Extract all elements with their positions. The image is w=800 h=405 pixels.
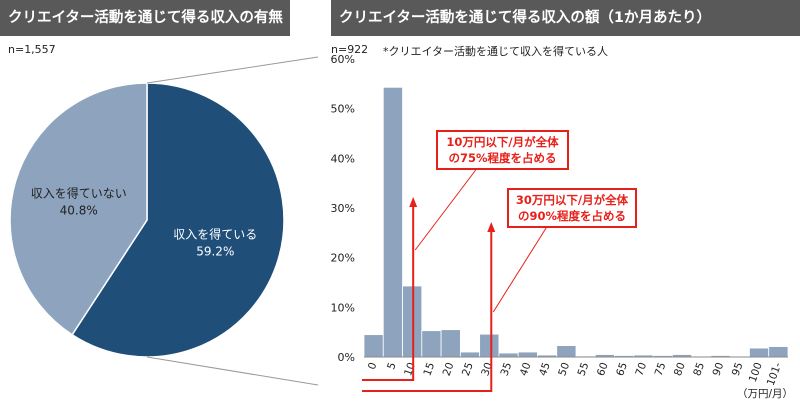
pie-value-1: 40.8% [60, 204, 98, 218]
bar-20 [749, 347, 770, 358]
bar-21 [768, 346, 789, 358]
y-tick-label: 10% [331, 301, 355, 314]
pie-label-0: 収入を得ている [173, 226, 257, 241]
x-tick-label: 0 [366, 361, 380, 371]
x-tick-label: 80 [672, 361, 688, 378]
x-tick-label: 25 [460, 361, 476, 378]
x-tick-label: 50 [556, 361, 572, 378]
x-tick-label: 20 [441, 361, 457, 378]
annotation-90-line1: 30万円以下/月が全体 [515, 193, 629, 207]
arrow-10-head [409, 197, 418, 207]
annotation-75-line2: の75%程度を占める [448, 151, 557, 165]
annotation-75-line1: 10万円以下/月が全体 [446, 135, 559, 149]
x-tick-label: 100 [747, 361, 765, 384]
y-tick-label: 20% [331, 252, 355, 265]
pie-slice-0 [71, 82, 285, 358]
arrow-10-bracket [362, 197, 418, 381]
pie-sample-size: n=1,557 [8, 43, 56, 56]
bar-4 [440, 329, 461, 358]
x-tick-label: 70 [633, 361, 649, 378]
pie-slice-1 [9, 82, 148, 336]
x-tick-label: 5 [385, 361, 399, 371]
zoom-connector-bottom [146, 356, 319, 386]
x-tick-label: 40 [518, 361, 534, 378]
x-tick-label: 15 [421, 361, 437, 378]
arrow-30-bracket [362, 222, 496, 392]
arrow-10-line [362, 204, 415, 381]
annotation-90-line2: の90%程度を占める [517, 209, 627, 223]
arrow-30-head [487, 222, 496, 232]
y-tick-label: 0% [338, 351, 355, 364]
x-tick-label: 10 [402, 361, 418, 378]
bar-note: *クリエイター活動を通じて収入を得ている人 [383, 45, 609, 58]
x-tick-label: 30 [479, 361, 495, 378]
arrow-30-line [362, 229, 493, 392]
annotation-75-percent: 10万円以下/月が全体 の75%程度を占める [436, 130, 569, 170]
x-tick-label: 101- [765, 361, 784, 388]
y-tick-label: 60% [331, 53, 355, 66]
bar-sample-size: n=922 [331, 43, 369, 56]
bar-7 [498, 352, 519, 358]
y-tick-label: 50% [331, 103, 355, 116]
x-tick-label: 65 [614, 361, 630, 378]
callout-leader-30 [492, 224, 549, 313]
x-tick-label: 90 [711, 361, 727, 378]
bar-5 [459, 351, 481, 358]
y-tick-label: 30% [331, 202, 355, 215]
x-tick-label: 45 [537, 361, 553, 378]
bar-3 [421, 330, 442, 358]
x-tick-label: 85 [691, 361, 707, 378]
x-axis-unit-label: （万円/月） [737, 388, 793, 400]
x-tick-label: 60 [595, 361, 611, 378]
bar-1 [382, 86, 403, 358]
pie-value-0: 59.2% [196, 244, 234, 258]
annotation-90-percent: 30万円以下/月が全体 の90%程度を占める [507, 188, 637, 228]
bar-8 [517, 351, 538, 358]
bar-6 [479, 333, 500, 358]
left-panel-title: クリエイター活動を通じて得る収入の有無 [0, 0, 290, 36]
y-tick-label: 40% [331, 152, 355, 165]
x-tick-label: 75 [653, 361, 669, 378]
x-tick-label: 55 [576, 361, 592, 378]
bar-10 [556, 345, 577, 358]
callout-leader-10 [414, 166, 479, 251]
pie-label-1: 収入を得ていない [31, 186, 127, 201]
right-panel-title: クリエイター活動を通じて得る収入の額（1か月あたり） [331, 0, 800, 36]
zoom-connector-top [146, 56, 319, 84]
bar-0 [363, 334, 384, 358]
x-tick-label: 35 [499, 361, 515, 378]
x-tick-label: 95 [730, 361, 746, 378]
